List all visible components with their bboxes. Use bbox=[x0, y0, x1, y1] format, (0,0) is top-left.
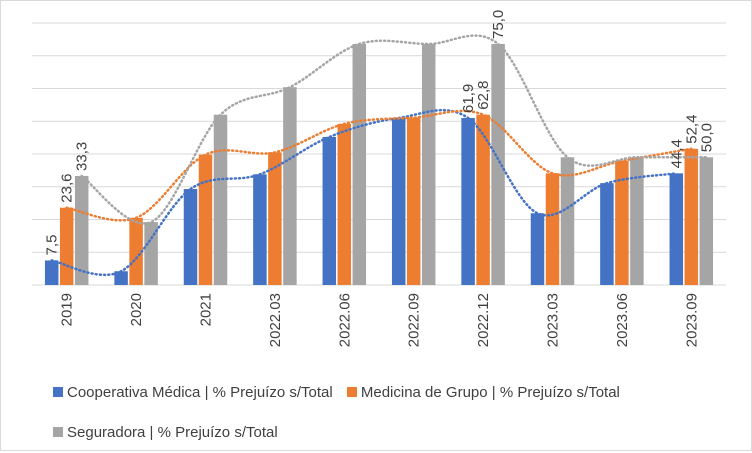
bar-cooperativa-2022.09 bbox=[391, 117, 406, 285]
x-tick-label: 2019 bbox=[59, 293, 76, 326]
x-tick-label: 2021 bbox=[198, 293, 215, 326]
data-label-cooperativa: 61,9 bbox=[460, 84, 477, 113]
bar-medicina-2022.12 bbox=[476, 114, 490, 285]
x-tick-label: 2023.03 bbox=[545, 293, 562, 347]
data-label-medicina: 52,4 bbox=[683, 115, 700, 144]
data-label-cooperativa: 7,5 bbox=[44, 235, 61, 256]
bar-seguradora-2022.06 bbox=[352, 43, 367, 286]
x-tick-label: 2022.06 bbox=[336, 293, 353, 347]
bar-cooperativa-2022.06 bbox=[322, 136, 337, 285]
bar-seguradora-2023.03 bbox=[560, 157, 575, 285]
bar-seguradora-2022.09 bbox=[421, 43, 436, 286]
bar-cooperativa-2022.03 bbox=[253, 174, 267, 285]
data-label-cooperativa: 44,4 bbox=[668, 139, 685, 168]
chart-legend: Cooperativa Médica | % Prejuízo s/Total … bbox=[53, 373, 733, 453]
legend-item-cooperativa: Cooperativa Médica | % Prejuízo s/Total bbox=[53, 373, 333, 413]
legend-item-medicina: Medicina de Grupo | % Prejuízo s/Total bbox=[346, 373, 620, 413]
bar-cooperativa-2019 bbox=[44, 260, 59, 285]
bar-seguradora-2020 bbox=[144, 222, 158, 285]
legend-swatch-seguradora bbox=[53, 427, 63, 437]
bar-medicina-2021 bbox=[198, 154, 213, 285]
bar-medicina-2023.06 bbox=[615, 160, 629, 285]
data-label-medicina: 23,6 bbox=[59, 174, 76, 203]
bar-seguradora-2023.06 bbox=[630, 157, 644, 285]
bar-cooperativa-2023.09 bbox=[669, 173, 684, 285]
legend-label-seguradora: Seguradora | % Prejuízo s/Total bbox=[67, 424, 278, 441]
trendline-cooperativa bbox=[50, 108, 678, 277]
bar-cooperativa-2023.03 bbox=[530, 213, 545, 285]
bar-seguradora-2021 bbox=[213, 114, 228, 285]
bar-medicina-2023.09 bbox=[684, 148, 699, 285]
bar-cooperativa-2021 bbox=[183, 189, 198, 285]
x-tick-label: 2023.09 bbox=[683, 293, 700, 347]
legend-swatch-medicina bbox=[346, 387, 357, 397]
bar-seguradora-2023.09 bbox=[699, 157, 714, 285]
bar-medicina-2022.03 bbox=[268, 152, 282, 285]
bar-seguradora-2022.03 bbox=[283, 87, 297, 285]
legend-label-medicina: Medicina de Grupo | % Prejuízo s/Total bbox=[360, 384, 620, 401]
bar-seguradora-2019 bbox=[74, 175, 89, 285]
x-tick-label: 2020 bbox=[128, 293, 145, 326]
data-label-medicina: 62,8 bbox=[475, 80, 492, 109]
x-tick-label: 2022.03 bbox=[267, 293, 284, 347]
x-tick-label: 2023.06 bbox=[614, 293, 631, 347]
bar-medicina-2022.06 bbox=[337, 123, 352, 286]
bar-cooperativa-2023.06 bbox=[600, 183, 614, 285]
bar-medicina-2022.09 bbox=[406, 117, 421, 286]
bar-cooperativa-2020 bbox=[114, 271, 128, 285]
legend-label-cooperativa: Cooperativa Médica | % Prejuízo s/Total bbox=[67, 384, 333, 401]
x-tick-label: 2022.09 bbox=[406, 293, 423, 347]
data-label-seguradora: 50,0 bbox=[698, 123, 715, 152]
x-tick-label: 2022.12 bbox=[475, 293, 492, 347]
legend-item-seguradora: Seguradora | % Prejuízo s/Total bbox=[53, 413, 278, 453]
data-label-seguradora: 75,0 bbox=[490, 10, 507, 39]
bar-seguradora-2022.12 bbox=[491, 43, 505, 286]
bar-medicina-2020 bbox=[129, 217, 143, 285]
trendline-seguradora bbox=[80, 34, 708, 225]
data-label-seguradora: 33,3 bbox=[74, 142, 91, 171]
legend-swatch-cooperativa bbox=[53, 387, 63, 397]
bar-cooperativa-2022.12 bbox=[461, 117, 475, 285]
bar-medicina-2019 bbox=[59, 207, 74, 285]
bar-medicina-2023.03 bbox=[545, 173, 560, 285]
trendline-medicina bbox=[65, 109, 693, 222]
